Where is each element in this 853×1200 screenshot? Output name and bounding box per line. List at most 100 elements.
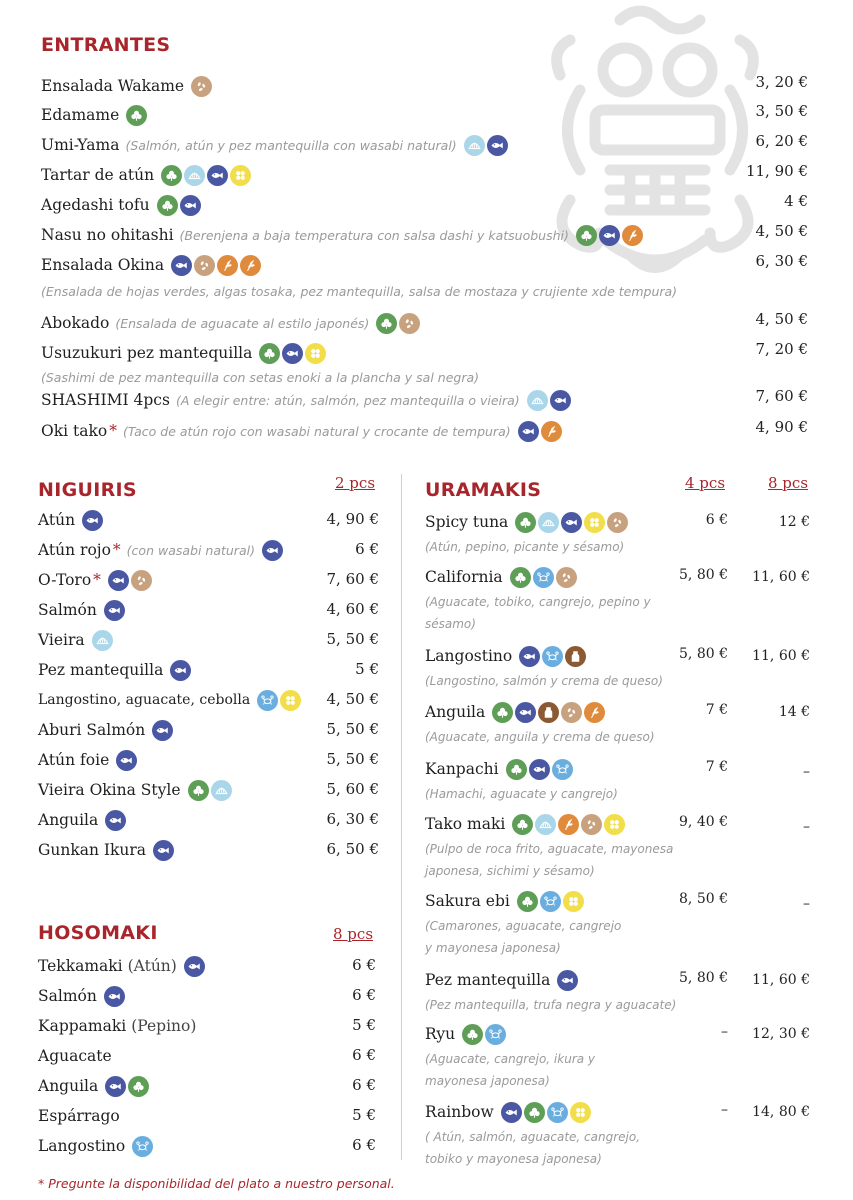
vegetable-icon bbox=[156, 194, 178, 216]
dairy-icon bbox=[538, 701, 560, 723]
allergen-icons bbox=[526, 389, 571, 411]
item-price: 4, 50 € bbox=[755, 222, 808, 240]
item-name: Anguila bbox=[38, 1077, 99, 1095]
allergen-icons bbox=[105, 809, 127, 831]
crustacean-icon bbox=[485, 1023, 507, 1045]
sesame-icon bbox=[607, 511, 629, 533]
item-name: Tartar de atún bbox=[41, 166, 155, 184]
price-8pcs: 11, 60 € bbox=[752, 648, 810, 664]
fish-icon bbox=[170, 659, 192, 681]
price-8pcs: 11, 60 € bbox=[752, 569, 810, 585]
shellfish-icon bbox=[538, 511, 560, 533]
item-description: ( Atún, salmón, aguacate, cangrejo, bbox=[425, 1130, 641, 1144]
item-description: japonesa, sichimi y sésamo) bbox=[425, 864, 595, 878]
crustacean-icon bbox=[546, 1101, 568, 1123]
fish-icon bbox=[549, 389, 571, 411]
hosomaki-item: Aguacate bbox=[38, 1045, 112, 1067]
hosomaki-item: Tekkamaki (Atún) bbox=[38, 955, 205, 977]
item-price: 5, 50 € bbox=[326, 720, 379, 738]
fish-icon bbox=[171, 254, 193, 276]
item-price: 7, 20 € bbox=[755, 340, 808, 358]
item-name: Rainbow bbox=[425, 1103, 494, 1121]
allergen-icons bbox=[376, 312, 421, 334]
egg-icon bbox=[280, 689, 302, 711]
vegetable-icon bbox=[376, 312, 398, 334]
price-4pcs: 6 € bbox=[705, 512, 728, 528]
price-8pcs: 12 € bbox=[778, 514, 810, 530]
gluten-icon bbox=[584, 701, 606, 723]
entrantes-item: Ensalada Okina bbox=[41, 254, 262, 276]
item-name: Gunkan Ikura bbox=[38, 841, 147, 859]
allergen-icons bbox=[512, 813, 626, 835]
shellfish-icon bbox=[184, 164, 206, 186]
item-name: Pez mantequilla bbox=[38, 661, 164, 679]
item-description: (Berenjena a baja temperatura con salsa … bbox=[179, 227, 569, 243]
item-paren: (Atún) bbox=[127, 957, 177, 975]
uramakis-item: Rainbow bbox=[425, 1101, 591, 1123]
item-description: (A elegir entre: atún, salmón, pez mante… bbox=[175, 392, 520, 408]
vegetable-icon bbox=[462, 1023, 484, 1045]
item-subdescription: (Ensalada de hojas verdes, algas tosaka,… bbox=[41, 284, 678, 299]
item-price: 5 € bbox=[352, 1106, 376, 1124]
item-price: 5, 50 € bbox=[326, 750, 379, 768]
hosomaki-item: Kappamaki (Pepino) bbox=[38, 1015, 196, 1037]
niguiris-title: NIGUIRIS bbox=[38, 479, 137, 501]
fish-icon bbox=[486, 134, 508, 156]
allergen-icons bbox=[126, 104, 148, 126]
allergen-icons bbox=[105, 1075, 150, 1097]
allergen-icons bbox=[107, 569, 152, 591]
item-name: Sakura ebi bbox=[425, 892, 510, 910]
price-8pcs: 11, 60 € bbox=[752, 972, 810, 988]
fish-icon bbox=[515, 701, 537, 723]
sesame-icon bbox=[130, 569, 152, 591]
vegetable-icon bbox=[187, 779, 209, 801]
fish-icon bbox=[517, 420, 539, 442]
egg-icon bbox=[305, 342, 327, 364]
item-name: Langostino bbox=[38, 1137, 126, 1155]
allergen-icons bbox=[103, 985, 125, 1007]
item-name: O-Toro bbox=[38, 571, 92, 589]
uramakis-4pcs-label: 4 pcs bbox=[685, 474, 726, 492]
item-description: (Aguacate, anguila y crema de queso) bbox=[425, 730, 655, 744]
item-name: Aburi Salmón bbox=[38, 721, 146, 739]
price-4pcs: 7 € bbox=[705, 759, 728, 775]
price-8pcs: – bbox=[803, 896, 810, 912]
sesame-icon bbox=[191, 75, 213, 97]
availability-note: * Pregunte la disponibilidad del plato a… bbox=[38, 1176, 395, 1191]
allergen-icons bbox=[519, 645, 587, 667]
item-paren: (Pepino) bbox=[131, 1017, 197, 1035]
item-description: (Aguacate, tobiko, cangrejo, pepino y bbox=[425, 595, 651, 609]
item-name: Ensalada Wakame bbox=[41, 77, 185, 95]
price-4pcs: – bbox=[721, 1024, 728, 1040]
entrantes-item: Tartar de atún bbox=[41, 164, 252, 186]
item-description: (Salmón, atún y pez mantequilla con wasa… bbox=[125, 137, 457, 153]
allergen-icons bbox=[500, 1101, 591, 1123]
item-description: (Pez mantequilla, trufa negra y aguacate… bbox=[425, 998, 677, 1012]
price-4pcs: 8, 50 € bbox=[679, 891, 728, 907]
vegetable-icon bbox=[509, 566, 531, 588]
item-name: Anguila bbox=[425, 703, 486, 721]
crustacean-icon bbox=[539, 890, 561, 912]
fish-icon bbox=[500, 1101, 522, 1123]
sesame-icon bbox=[555, 566, 577, 588]
allergen-icons bbox=[191, 75, 213, 97]
entrantes-item: Ensalada Wakame bbox=[41, 75, 213, 97]
allergen-icons bbox=[509, 566, 577, 588]
shellfish-icon bbox=[91, 629, 113, 651]
item-subdescription: (Sashimi de pez mantequilla con setas en… bbox=[41, 370, 480, 385]
allergen-icons bbox=[517, 420, 562, 442]
fish-icon bbox=[105, 1075, 127, 1097]
item-name: Kanpachi bbox=[425, 760, 499, 778]
sesame-icon bbox=[194, 254, 216, 276]
price-4pcs: 9, 40 € bbox=[679, 814, 728, 830]
hosomaki-item: Salmón bbox=[38, 985, 125, 1007]
allergen-icons bbox=[82, 509, 104, 531]
hosomaki-item: Anguila bbox=[38, 1075, 150, 1097]
asterisk-mark: * bbox=[93, 571, 101, 589]
item-price: 7, 60 € bbox=[326, 570, 379, 588]
niguiris-item: Atún bbox=[38, 509, 104, 531]
allergen-icons bbox=[462, 1023, 507, 1045]
item-name: Pez mantequilla bbox=[425, 971, 551, 989]
sesame-icon bbox=[581, 813, 603, 835]
gluten-icon bbox=[240, 254, 262, 276]
